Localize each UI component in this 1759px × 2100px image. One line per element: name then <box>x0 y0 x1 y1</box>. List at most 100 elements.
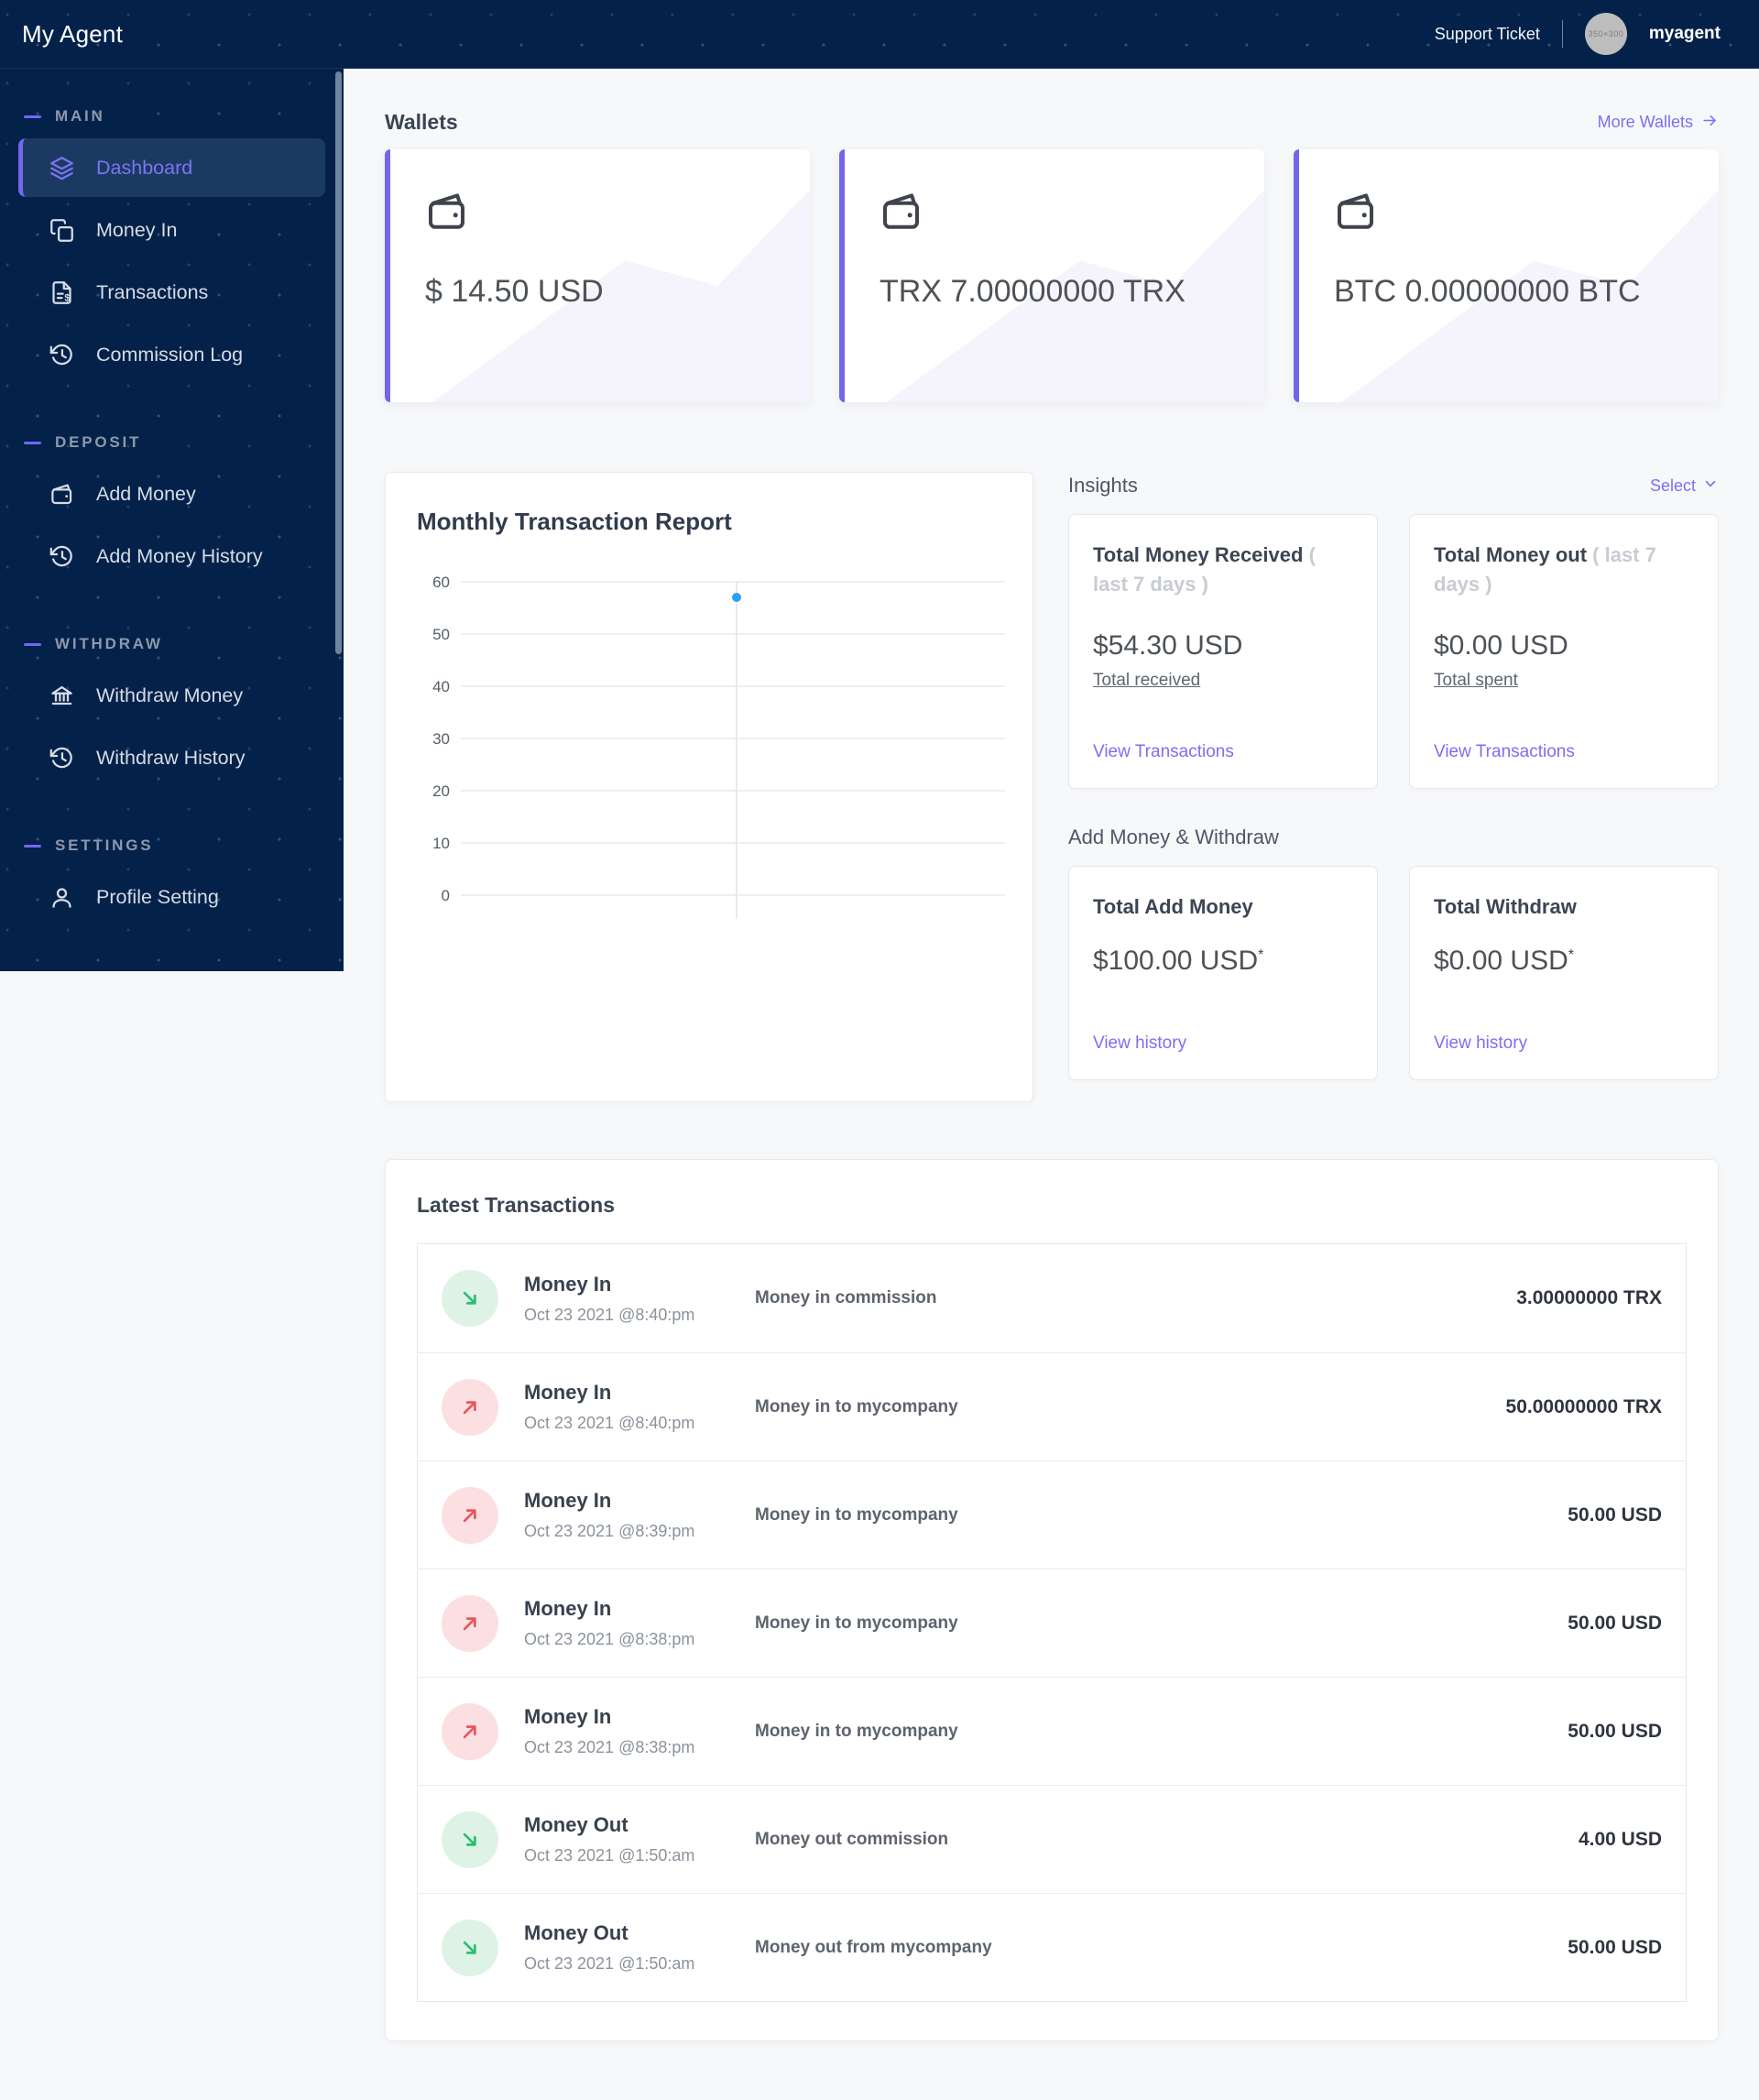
add-money-amount: $100.00 USD <box>1093 945 1259 976</box>
y-tick-50: 50 <box>432 626 450 643</box>
sidebar-item-label: Add Money History <box>96 544 263 567</box>
arrow-up-right-icon <box>442 1378 498 1436</box>
sidebar-item-label: Profile Setting <box>96 885 219 908</box>
view-transactions-link[interactable]: View Transactions <box>1434 742 1575 761</box>
sidebar-item-label: Transactions <box>96 280 209 303</box>
transaction-type: Money Out <box>524 1921 628 1944</box>
transaction-row[interactable]: Money In Oct 23 2021 @8:38:pm Money in t… <box>418 1677 1686 1785</box>
sidebar-item-add-money[interactable]: Add Money <box>18 465 325 523</box>
sidebar-scroll-viewport: MAIN Dashboard Money In Transactions <box>0 69 344 924</box>
sidebar-scrollbar[interactable] <box>335 71 342 654</box>
nav-section-deposit: DEPOSIT Add Money Add Money History <box>0 433 344 585</box>
sidebar-item-money-in[interactable]: Money In <box>18 201 325 259</box>
topbar-divider <box>1561 20 1563 48</box>
wallet-balance: BTC 0.00000000 BTC <box>1334 274 1641 309</box>
wallet-card-trx: TRX 7.00000000 TRX <box>839 149 1264 402</box>
file-invoice-icon <box>49 280 74 305</box>
monthly-transaction-report-card: Monthly Transaction Report 60 50 40 3 <box>385 472 1033 1102</box>
sidebar-item-label: Withdraw Money <box>96 684 244 706</box>
username-label[interactable]: myagent <box>1648 24 1721 43</box>
transaction-date: Oct 23 2021 @8:38:pm <box>524 1630 695 1648</box>
nav-section-withdraw: WITHDRAW Withdraw Money Withdraw History <box>0 635 344 787</box>
transaction-date: Oct 23 2021 @1:50:am <box>524 1954 695 1973</box>
transaction-description: Money out commission <box>755 1829 949 1849</box>
total-withdraw-card: Total Withdraw $0.00 USD* View history <box>1409 866 1719 1080</box>
sidebar-item-transactions[interactable]: Transactions <box>18 263 325 322</box>
transaction-row[interactable]: Money Out Oct 23 2021 @1:50:am Money out… <box>418 1893 1686 2001</box>
latest-transactions-heading: Latest Transactions <box>417 1193 616 1217</box>
insights-select-dropdown[interactable]: Select <box>1650 476 1719 497</box>
avatar-placeholder-text: 350×300 <box>1588 29 1624 38</box>
sidebar-item-label: Withdraw History <box>96 746 246 769</box>
transaction-amount: 50.00 USD <box>1568 1612 1662 1634</box>
insights-heading: Insights <box>1068 474 1138 497</box>
latest-transactions-card: Latest Transactions Money In Oct 23 2021… <box>385 1159 1719 2041</box>
transaction-amount: 50.00 USD <box>1568 1936 1662 1958</box>
card-title: Total Add Money <box>1093 895 1253 918</box>
y-tick-0: 0 <box>442 887 450 904</box>
nav-section-title: MAIN <box>55 107 105 125</box>
sidebar-item-commission-log[interactable]: Commission Log <box>18 325 325 384</box>
transaction-row[interactable]: Money Out Oct 23 2021 @1:50:am Money out… <box>418 1785 1686 1893</box>
wallet-icon <box>425 190 469 234</box>
sidebar-item-add-money-history[interactable]: Add Money History <box>18 527 325 585</box>
sidebar-item-label: Commission Log <box>96 343 244 366</box>
transaction-description: Money out from mycompany <box>755 1937 992 1957</box>
layers-icon <box>49 156 74 180</box>
wallet-card-usd: $ 14.50 USD <box>385 149 810 402</box>
y-tick-60: 60 <box>432 574 450 591</box>
chart-data-point <box>732 593 741 602</box>
view-history-link[interactable]: View history <box>1434 1034 1528 1053</box>
arrow-up-right-icon <box>442 1594 498 1652</box>
history-icon <box>49 746 74 771</box>
section-dash-icon <box>24 441 41 444</box>
transaction-report-chart: 60 50 40 30 20 10 0 <box>432 574 1005 919</box>
transaction-row[interactable]: Money In Oct 23 2021 @8:40:pm Money in c… <box>418 1244 1686 1352</box>
sidebar-item-profile-setting[interactable]: Profile Setting <box>18 868 325 924</box>
transaction-type: Money In <box>524 1597 612 1620</box>
wallet-balance: $ 14.50 USD <box>425 274 604 309</box>
brand-title: My Agent <box>22 19 123 48</box>
total-received-link[interactable]: Total received <box>1093 670 1201 690</box>
transaction-type: Money In <box>524 1489 612 1512</box>
card-title: Total Money Received <box>1093 543 1304 566</box>
arrow-up-right-icon <box>442 1702 498 1760</box>
sidebar-item-dashboard[interactable]: Dashboard <box>18 138 325 197</box>
more-wallets-link[interactable]: More Wallets <box>1598 112 1719 134</box>
arrow-down-right-icon <box>442 1810 498 1868</box>
asterisk-note: * <box>1568 946 1574 963</box>
transaction-amount: 50.00 USD <box>1568 1720 1662 1742</box>
wallet-icon <box>880 190 923 234</box>
sidebar-item-withdraw-money[interactable]: Withdraw Money <box>18 666 325 725</box>
view-history-link[interactable]: View history <box>1093 1034 1187 1053</box>
arrow-down-right-icon <box>442 1919 498 1976</box>
card-subtitle: ( last 7 days ) <box>1093 543 1316 596</box>
nav-section-title: WITHDRAW <box>55 635 163 652</box>
total-money-out-card: Total Money out ( last 7 days ) $0.00 US… <box>1409 514 1719 789</box>
total-spent-link[interactable]: Total spent <box>1434 670 1518 690</box>
user-avatar[interactable]: 350×300 <box>1584 13 1627 55</box>
card-subtitle: ( last 7 days ) <box>1434 543 1656 596</box>
transaction-row[interactable]: Money In Oct 23 2021 @8:40:pm Money in t… <box>418 1352 1686 1460</box>
sidebar-nav: MAIN Dashboard Money In Transactions <box>0 69 344 971</box>
history-icon <box>49 343 74 367</box>
arrow-right-icon <box>1701 112 1719 134</box>
y-tick-40: 40 <box>432 678 450 695</box>
user-icon <box>49 885 74 910</box>
support-ticket-link[interactable]: Support Ticket <box>1434 24 1540 43</box>
y-tick-30: 30 <box>432 730 450 748</box>
transaction-description: Money in to mycompany <box>755 1613 958 1633</box>
y-tick-20: 20 <box>432 782 450 800</box>
card-title: Total Money out <box>1434 543 1588 566</box>
section-dash-icon <box>24 642 41 646</box>
transaction-row[interactable]: Money In Oct 23 2021 @8:39:pm Money in t… <box>418 1460 1686 1569</box>
view-transactions-link[interactable]: View Transactions <box>1093 742 1234 761</box>
transaction-type: Money In <box>524 1381 612 1404</box>
total-add-money-card: Total Add Money $100.00 USD* View histor… <box>1068 866 1378 1080</box>
money-out-amount: $0.00 USD <box>1434 629 1568 661</box>
transaction-row[interactable]: Money In Oct 23 2021 @8:38:pm Money in t… <box>418 1569 1686 1677</box>
transaction-amount: 50.00000000 TRX <box>1505 1395 1662 1417</box>
nav-section-main: MAIN Dashboard Money In Transactions <box>0 107 344 384</box>
sidebar-item-withdraw-history[interactable]: Withdraw History <box>18 728 325 787</box>
